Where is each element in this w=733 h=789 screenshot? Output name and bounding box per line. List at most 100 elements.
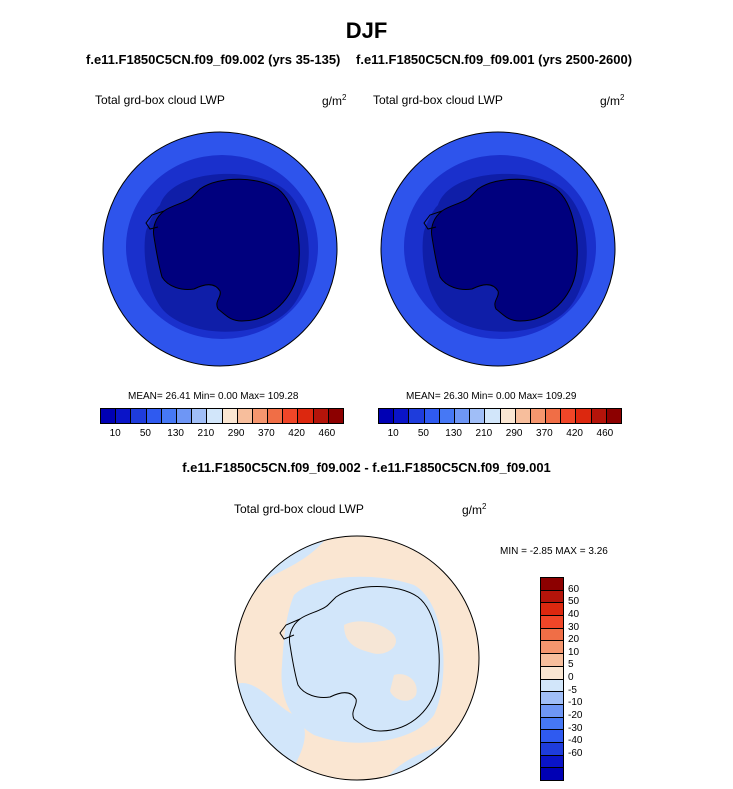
colorbar-tick-label: 10 <box>387 428 399 439</box>
colorbar-swatch <box>379 409 395 423</box>
colorbar-swatch <box>101 409 117 423</box>
colorbar-swatch <box>454 409 471 423</box>
colorbar-swatch <box>161 409 177 423</box>
colorbar-tick-label: 370 <box>536 428 553 439</box>
left-polar-map <box>102 131 338 367</box>
colorbar-swatch <box>576 409 592 423</box>
colorbar-tick-label: 290 <box>505 428 523 439</box>
colorbar-tick-label: 0 <box>568 672 574 683</box>
colorbar-swatch <box>541 730 563 743</box>
colorbar-tick-label: 130 <box>167 428 184 439</box>
colorbar-swatch <box>268 409 284 423</box>
map-border <box>380 131 616 367</box>
colorbar-tick-label: 50 <box>568 596 580 608</box>
colorbar-swatch <box>207 409 223 423</box>
colorbar-tick-label: 210 <box>475 428 493 439</box>
main-title: DJF <box>345 18 388 43</box>
colorbar-swatch <box>470 409 486 423</box>
colorbar-swatch <box>146 409 162 423</box>
colorbar-swatch <box>131 409 147 423</box>
colorbar-swatch <box>541 666 563 680</box>
right-unit-label: g/m2 <box>600 93 625 108</box>
colorbar-tick-label: 290 <box>227 428 245 439</box>
colorbar-swatch <box>541 768 563 780</box>
colorbar-swatch <box>541 704 563 718</box>
colorbar-swatch <box>515 409 531 423</box>
colorbar-tick-label: 460 <box>318 428 336 439</box>
inland-positive-patch <box>344 621 396 654</box>
difference-title: f.e11.F1850C5CN.f09_f09.002 - f.e11.F185… <box>182 460 551 475</box>
left-field-label: Total grd-box cloud LWP <box>95 93 225 107</box>
colorbar-swatch <box>222 409 238 423</box>
colorbar-tick-label: 420 <box>288 428 305 439</box>
right-field-label: Total grd-box cloud LWP <box>373 93 503 107</box>
colorbar-tick-label: 60 <box>568 583 580 595</box>
difference-polar-map <box>234 535 480 781</box>
diff-colorbar <box>540 577 564 781</box>
colorbar-swatch <box>541 755 563 769</box>
right-case-title: f.e11.F1850C5CN.f09_f09.001 (yrs 2500-26… <box>356 52 633 67</box>
antarctic-peninsula <box>279 618 301 640</box>
colorbar-swatch <box>424 409 440 423</box>
colorbar-swatch <box>541 692 563 705</box>
antarctica-outline <box>153 178 300 322</box>
left-unit-label: g/m2 <box>322 93 347 108</box>
colorbar-tick-label: 50 <box>417 428 429 439</box>
colorbar-swatch <box>409 409 425 423</box>
colorbar-swatch <box>541 578 563 591</box>
map-border <box>102 131 338 367</box>
colorbar-tick-label: 30 <box>568 621 580 633</box>
antarctica-outline <box>431 178 578 322</box>
left-case-title: f.e11.F1850C5CN.f09_f09.002 (yrs 35-135) <box>86 52 341 67</box>
colorbar-swatch <box>541 742 563 756</box>
colorbar-tick-label: 40 <box>568 608 580 620</box>
antarctic-peninsula <box>145 210 165 230</box>
colorbar-tick-label: -10 <box>568 697 583 709</box>
colorbar-tick-label: -30 <box>568 722 583 734</box>
colorbar-swatch <box>394 409 410 423</box>
colorbar-tick-label: 420 <box>566 428 583 439</box>
colorbar-swatch <box>283 409 299 423</box>
colorbar-swatch <box>116 409 132 423</box>
colorbar-swatch <box>541 717 563 731</box>
colorbar-tick-label: 5 <box>568 659 574 671</box>
colorbar-tick-label: 50 <box>139 428 151 439</box>
colorbar-swatch <box>192 409 208 423</box>
colorbar-swatch <box>541 641 563 655</box>
colorbar-tick-label: -40 <box>568 735 583 747</box>
colorbar-swatch <box>176 409 193 423</box>
colorbar-swatch <box>546 409 562 423</box>
colorbar-swatch <box>328 409 343 423</box>
map-border <box>234 535 480 781</box>
diff-min-max: MIN = -2.85 MAX = 3.26 <box>500 546 608 557</box>
colorbar-tick-label: -5 <box>568 684 577 696</box>
colorbar-swatch <box>541 603 563 617</box>
colorbar-tick-label: 460 <box>596 428 614 439</box>
colorbar-swatch <box>439 409 455 423</box>
colorbar-swatch <box>541 616 563 629</box>
colorbar-tick-label: 370 <box>258 428 275 439</box>
diff-unit-label: g/m2 <box>462 502 487 517</box>
colorbar-tick-label: 20 <box>568 634 580 646</box>
right-colorbar <box>378 408 622 424</box>
inland-positive-patch-2 <box>390 674 417 701</box>
colorbar-swatch <box>541 628 563 642</box>
colorbar-tick-label: 10 <box>109 428 121 439</box>
colorbar-swatch <box>561 409 577 423</box>
left-stats: MEAN= 26.41 Min= 0.00 Max= 109.28 <box>128 391 299 402</box>
colorbar-swatch <box>591 409 607 423</box>
colorbar-swatch <box>606 409 621 423</box>
right-polar-map <box>380 131 616 367</box>
left-colorbar <box>100 408 344 424</box>
colorbar-swatch <box>252 409 269 423</box>
colorbar-swatch <box>237 409 253 423</box>
right-stats: MEAN= 26.30 Min= 0.00 Max= 109.29 <box>406 391 577 402</box>
colorbar-swatch <box>541 679 563 693</box>
colorbar-swatch <box>530 409 547 423</box>
colorbar-swatch <box>485 409 501 423</box>
colorbar-tick-label: 130 <box>445 428 462 439</box>
colorbar-swatch <box>500 409 516 423</box>
antarctic-peninsula <box>423 210 443 230</box>
diff-field-label: Total grd-box cloud LWP <box>234 502 364 516</box>
colorbar-swatch <box>313 409 329 423</box>
